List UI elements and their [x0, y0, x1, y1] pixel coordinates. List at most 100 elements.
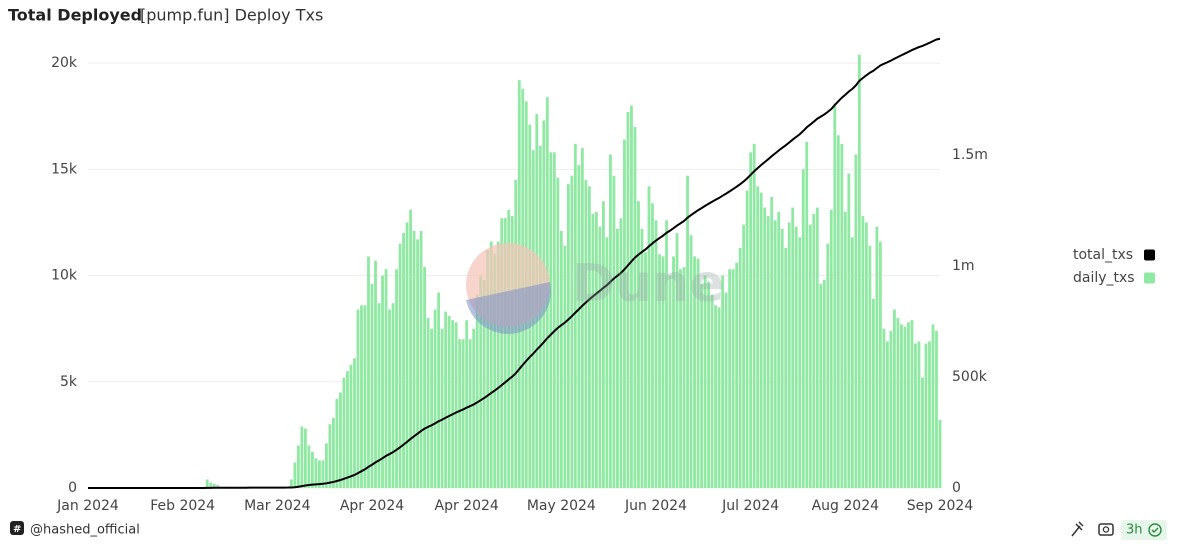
- bar: [623, 139, 626, 488]
- bar: [822, 279, 826, 488]
- bar: [714, 305, 718, 488]
- bar: [346, 371, 349, 488]
- bar: [454, 322, 458, 488]
- bar: [419, 230, 423, 488]
- bar: [836, 135, 840, 488]
- bar: [307, 445, 311, 488]
- bar: [773, 220, 777, 488]
- bar: [910, 320, 914, 488]
- x-tick-label: Apr 2024: [340, 498, 404, 514]
- bar: [482, 279, 486, 488]
- bar: [745, 190, 749, 488]
- bar: [556, 177, 560, 488]
- embed-icon[interactable]: [1071, 521, 1084, 537]
- refresh-check-mark: [1151, 527, 1159, 533]
- bar: [563, 245, 567, 488]
- bar: [665, 220, 668, 488]
- bar: [735, 262, 739, 488]
- bar: [430, 328, 434, 488]
- screenshot-icon[interactable]: [1098, 523, 1114, 536]
- bar: [440, 328, 444, 488]
- bar: [594, 211, 598, 488]
- bar: [388, 309, 391, 488]
- bar: [468, 339, 472, 488]
- bar: [503, 218, 507, 488]
- refresh-badge[interactable]: [1121, 520, 1167, 540]
- bar: [710, 294, 714, 488]
- bar: [209, 482, 213, 488]
- bar: [668, 275, 672, 488]
- bar: [672, 256, 675, 488]
- bar: [717, 307, 721, 488]
- bar: [296, 445, 300, 488]
- bar: [893, 309, 896, 488]
- bar: [696, 258, 700, 488]
- bar: [461, 339, 465, 488]
- bar: [374, 260, 377, 488]
- bar: [777, 211, 781, 488]
- bar: [559, 230, 563, 488]
- refresh-label: 3h: [1126, 523, 1143, 538]
- line: [88, 37, 941, 489]
- bar: [924, 343, 928, 488]
- author-icon: [10, 521, 24, 535]
- x-tick-label: Sep 2024: [907, 498, 974, 514]
- bar: [850, 237, 854, 488]
- bar: [381, 275, 384, 488]
- bar: [679, 269, 682, 488]
- bar: [598, 226, 602, 489]
- bar: [475, 294, 479, 488]
- bar: [289, 479, 293, 488]
- bar: [787, 222, 791, 488]
- bar: [353, 358, 356, 488]
- bar: [609, 154, 612, 488]
- bar: [433, 309, 437, 488]
- bar: [489, 241, 493, 488]
- bar: [763, 207, 767, 488]
- bar: [896, 318, 900, 488]
- bar: [878, 241, 882, 488]
- bar: [935, 330, 938, 488]
- bar: [416, 239, 419, 488]
- bar: [847, 173, 851, 489]
- bar: [580, 148, 584, 488]
- bar: [587, 186, 591, 488]
- bar: [549, 152, 553, 489]
- bar: [854, 154, 858, 488]
- bar: [630, 105, 633, 488]
- bar: [812, 213, 816, 488]
- author[interactable]: @hashed_official: [30, 523, 140, 538]
- y-tick-label: 20k: [51, 55, 78, 71]
- bar: [647, 186, 651, 488]
- bar: [318, 460, 321, 488]
- bar: [465, 320, 469, 488]
- bar: [721, 275, 725, 488]
- bar: [493, 254, 497, 488]
- bar: [447, 315, 451, 488]
- bar: [500, 218, 504, 488]
- bar: [682, 267, 686, 488]
- author-icon-glyph: #: [13, 524, 21, 535]
- watermark-text: Dune: [572, 254, 724, 314]
- subtitle: [pump.fun] Deploy Txs: [140, 6, 323, 25]
- y-tick-label: 0: [68, 480, 77, 496]
- bar: [651, 203, 654, 488]
- bar: [626, 111, 630, 488]
- bar: [798, 237, 802, 488]
- bar: [875, 226, 879, 489]
- bar: [864, 222, 868, 488]
- legend-label: total_txs: [1073, 247, 1133, 263]
- bar: [342, 377, 346, 488]
- bar: [868, 245, 872, 488]
- bar: [900, 324, 903, 488]
- bar: [724, 292, 728, 488]
- bar: [616, 228, 619, 488]
- bar: [749, 152, 753, 489]
- bar: [780, 228, 784, 488]
- bar: [882, 328, 886, 488]
- bar: [661, 256, 665, 488]
- bar: [819, 284, 823, 488]
- watermark-logo-part: [466, 282, 551, 334]
- bar: [591, 213, 595, 488]
